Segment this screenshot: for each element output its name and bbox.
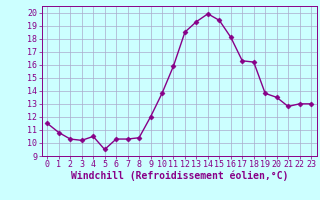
X-axis label: Windchill (Refroidissement éolien,°C): Windchill (Refroidissement éolien,°C) bbox=[70, 171, 288, 181]
